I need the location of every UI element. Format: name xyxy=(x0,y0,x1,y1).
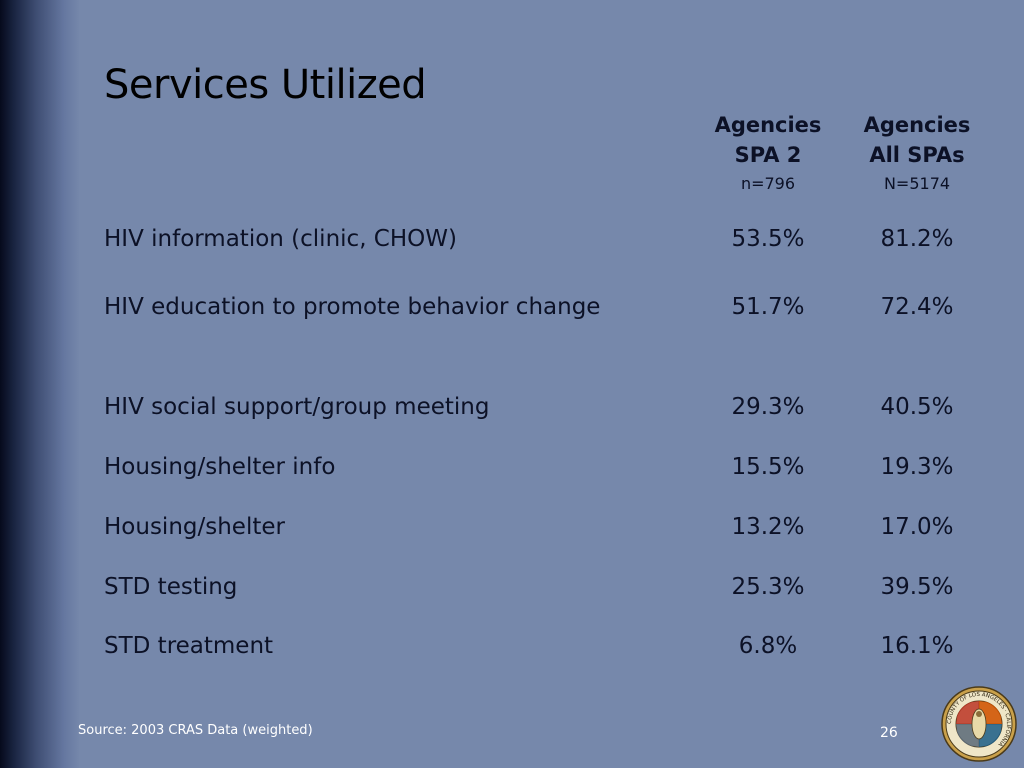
table-row: HIV education to promote behavior change… xyxy=(104,290,984,324)
table-row: Housing/shelter info 15.5% 19.3% xyxy=(104,450,984,484)
row-value-spa2: 51.7% xyxy=(731,294,805,320)
row-value-spa2: 15.5% xyxy=(731,454,805,480)
slide-title: Services Utilized xyxy=(104,62,427,108)
column-header-all-spas: Agencies All SPAs N=5174 xyxy=(842,110,992,198)
row-value-spa2: 25.3% xyxy=(731,574,805,600)
column-header-n: n=796 xyxy=(740,174,796,193)
column-header-line2: All SPAs xyxy=(869,143,965,167)
row-value-all-spas: 81.2% xyxy=(880,226,954,252)
table-row: STD treatment 6.8% 16.1% xyxy=(104,629,984,663)
row-value-all-spas: 16.1% xyxy=(880,633,954,659)
table-row: STD testing 25.3% 39.5% xyxy=(104,570,984,604)
page-number: 26 xyxy=(880,725,898,741)
row-label: STD treatment xyxy=(104,633,274,659)
table-row: HIV social support/group meeting 29.3% 4… xyxy=(104,390,984,424)
column-header-line2: SPA 2 xyxy=(734,143,802,167)
row-label: Housing/shelter info xyxy=(104,454,336,480)
column-header-line1: Agencies xyxy=(714,113,822,137)
source-note: Source: 2003 CRAS Data (weighted) xyxy=(78,723,313,738)
table-row: HIV information (clinic, CHOW) 53.5% 81.… xyxy=(104,222,984,256)
row-value-all-spas: 19.3% xyxy=(880,454,954,480)
row-value-all-spas: 40.5% xyxy=(880,394,954,420)
row-value-spa2: 13.2% xyxy=(731,514,805,540)
row-label: HIV information (clinic, CHOW) xyxy=(104,226,457,252)
column-header-line1: Agencies xyxy=(863,113,971,137)
row-value-all-spas: 17.0% xyxy=(880,514,954,540)
column-header-n: N=5174 xyxy=(883,174,951,193)
row-label: HIV education to promote behavior change xyxy=(104,294,601,320)
row-value-spa2: 53.5% xyxy=(731,226,805,252)
county-seal-icon: COUNTY OF LOS ANGELES · CALIFORNIA xyxy=(941,686,1017,762)
row-label: STD testing xyxy=(104,574,238,600)
row-value-spa2: 29.3% xyxy=(731,394,805,420)
row-value-spa2: 6.8% xyxy=(738,633,798,659)
row-label: Housing/shelter xyxy=(104,514,285,540)
row-label: HIV social support/group meeting xyxy=(104,394,490,420)
left-edge-gradient xyxy=(0,0,80,768)
row-value-all-spas: 72.4% xyxy=(880,294,954,320)
table-row: Housing/shelter 13.2% 17.0% xyxy=(104,510,984,544)
column-header-spa2: Agencies SPA 2 n=796 xyxy=(693,110,843,198)
row-value-all-spas: 39.5% xyxy=(880,574,954,600)
